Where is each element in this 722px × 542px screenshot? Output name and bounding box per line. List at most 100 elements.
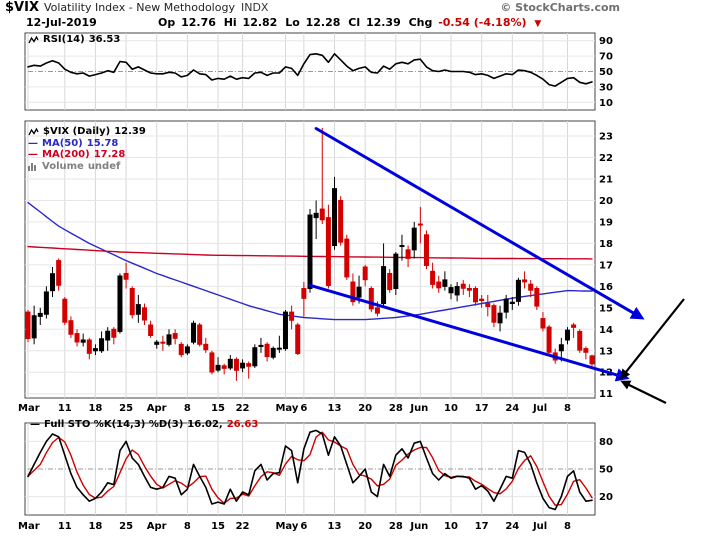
volume-label: Volume (42, 160, 84, 172)
open-label: Op (158, 16, 176, 29)
candle (319, 208, 325, 221)
x-axis-label: 18 (88, 521, 102, 532)
x-axis-label: Jul (532, 403, 547, 414)
candle (374, 307, 380, 314)
candle (313, 212, 319, 219)
ma200-line-icon: — (28, 149, 38, 160)
candle (411, 227, 417, 251)
candle (160, 341, 166, 344)
candle (276, 347, 282, 350)
y-axis-label: 21 (599, 174, 613, 185)
candle (99, 338, 105, 352)
x-axis-label: Apr (147, 521, 167, 532)
candle (135, 304, 141, 315)
candle (154, 341, 160, 345)
symbol: $VIX (5, 0, 39, 15)
candle (233, 358, 239, 371)
candle (577, 330, 583, 351)
symbol-name: Volatility Index - New Methodology (43, 1, 235, 14)
copyright: © StockCharts.com (500, 1, 620, 14)
x-axis-label: 8 (564, 403, 571, 414)
x-axis-label: 10 (444, 403, 458, 414)
x-axis-label: Apr (147, 403, 167, 414)
y-axis-label: 80 (599, 437, 613, 448)
candle (522, 279, 528, 283)
candle (460, 283, 466, 289)
x-axis-label: 28 (389, 403, 403, 414)
candle (387, 272, 393, 291)
stochastic-line-icon: — (30, 419, 40, 430)
candle (325, 217, 331, 286)
candle (56, 260, 62, 286)
candle (252, 347, 258, 367)
candle (148, 324, 154, 337)
candle (362, 266, 368, 281)
x-axis-label: 11 (58, 521, 72, 532)
y-axis-label: 14 (599, 325, 613, 336)
x-axis-label: 8 (564, 521, 571, 532)
candle (307, 214, 313, 289)
candle (503, 298, 509, 313)
x-axis-label: 25 (119, 521, 133, 532)
candle (197, 324, 203, 345)
y-axis-label: 90 (599, 36, 613, 47)
y-axis-label: 70 (599, 52, 613, 63)
candle (417, 223, 423, 226)
stochastic-d-value: 26.63 (226, 419, 259, 430)
trendline (314, 127, 645, 320)
x-axis-label: 17 (475, 403, 489, 414)
change-down-icon: ▼ (534, 19, 542, 29)
y-axis-label: 20 (599, 196, 613, 207)
candle (393, 253, 399, 289)
candle (282, 311, 288, 350)
stochastic-legend-label: Full STO %K(14,3) %D(3) (44, 419, 184, 430)
annotation-arrow (620, 380, 667, 404)
candle (399, 245, 405, 248)
volume-value: undef (87, 160, 121, 172)
candle (258, 344, 264, 347)
high-value: 12.82 (242, 16, 278, 29)
x-axis-label: 8 (184, 521, 191, 532)
x-axis-label: 8 (184, 403, 191, 414)
candle (534, 287, 540, 307)
candle (473, 287, 479, 303)
y-axis-label: 10 (599, 98, 613, 109)
rsi-legend-value: 36.53 (88, 34, 121, 45)
candle (381, 266, 387, 305)
candle (558, 344, 564, 352)
y-axis-label: 15 (599, 303, 613, 314)
candle (50, 273, 56, 292)
rsi-legend: RSI(14) 36.53 (28, 34, 120, 46)
candle (289, 311, 295, 321)
quote-row: 12-Jul-2019 Op 12.76 Hi 12.82 Lo 12.28 C… (0, 16, 620, 30)
x-axis-label: Mar (18, 403, 40, 414)
change-value: -0.54 (-4.18%) (438, 16, 527, 29)
x-axis-label: May (275, 403, 298, 414)
low-label: Lo (285, 16, 300, 29)
candle (105, 330, 111, 341)
x-axis-label: 6 (300, 521, 307, 532)
candle (485, 303, 491, 308)
y-axis-label: 20 (599, 492, 613, 503)
candle (92, 348, 98, 352)
candle (583, 348, 589, 353)
candle (430, 270, 436, 285)
rsi-legend-label: RSI(14) (43, 34, 85, 45)
candle (246, 363, 252, 367)
y-axis-label: 11 (599, 389, 613, 400)
price-legend-close: 12.39 (114, 126, 146, 137)
x-axis-label: 24 (505, 403, 519, 414)
candle (178, 343, 184, 356)
price-chart: 23222120191817161514131211Mar111825Apr81… (18, 120, 685, 414)
candle (436, 281, 442, 289)
x-axis-label: Mar (18, 521, 40, 532)
ma50-value: 15.78 (86, 137, 119, 149)
title-row: $VIX Volatility Index - New Methodology … (0, 0, 620, 16)
x-axis-label: 18 (88, 403, 102, 414)
chart-header: $VIX Volatility Index - New Methodology … (0, 0, 620, 30)
candle (350, 281, 356, 303)
candle (589, 355, 595, 365)
y-axis-label: 17 (599, 260, 613, 271)
candle (338, 199, 344, 243)
x-axis-label: 22 (236, 403, 250, 414)
